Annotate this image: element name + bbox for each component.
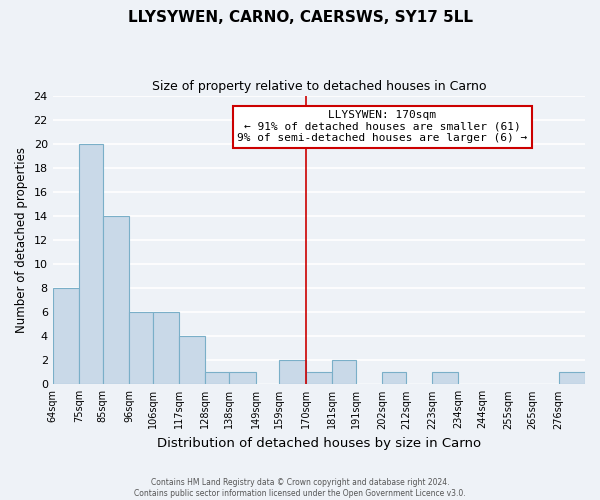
Title: Size of property relative to detached houses in Carno: Size of property relative to detached ho… <box>152 80 486 93</box>
Bar <box>382 372 406 384</box>
Bar <box>205 372 229 384</box>
Bar <box>559 372 585 384</box>
X-axis label: Distribution of detached houses by size in Carno: Distribution of detached houses by size … <box>157 437 481 450</box>
Bar <box>432 372 458 384</box>
Bar <box>229 372 256 384</box>
Text: LLYSYWEN: 170sqm
← 91% of detached houses are smaller (61)
9% of semi-detached h: LLYSYWEN: 170sqm ← 91% of detached house… <box>237 110 527 143</box>
Bar <box>280 360 306 384</box>
Text: Contains HM Land Registry data © Crown copyright and database right 2024.
Contai: Contains HM Land Registry data © Crown c… <box>134 478 466 498</box>
Bar <box>53 288 79 384</box>
Bar <box>103 216 129 384</box>
Bar <box>79 144 103 384</box>
Bar <box>129 312 153 384</box>
Text: LLYSYWEN, CARNO, CAERSWS, SY17 5LL: LLYSYWEN, CARNO, CAERSWS, SY17 5LL <box>128 10 473 25</box>
Bar <box>153 312 179 384</box>
Bar <box>306 372 332 384</box>
Y-axis label: Number of detached properties: Number of detached properties <box>15 147 28 333</box>
Bar <box>179 336 205 384</box>
Bar <box>332 360 356 384</box>
